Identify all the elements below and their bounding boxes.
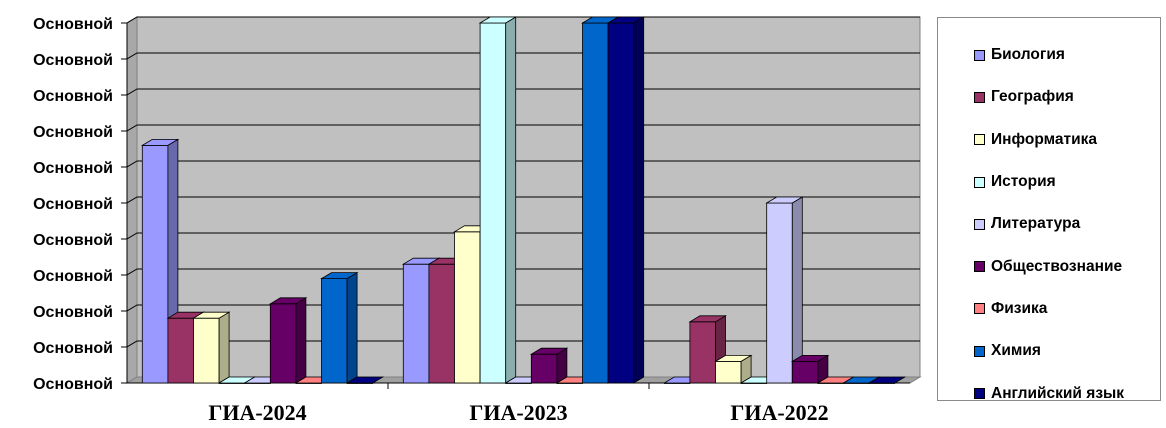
y-tick-label: Основной (33, 340, 113, 357)
legend-swatch (974, 91, 985, 103)
gridline (126, 124, 920, 132)
bar (790, 354, 830, 384)
y-tick-label: Основной (33, 16, 113, 33)
x-tick-label: ГИА-2022 (730, 400, 828, 425)
gridline (126, 196, 920, 204)
bar (268, 297, 308, 384)
legend-item: География (974, 76, 1160, 118)
bar (714, 354, 753, 384)
legend-label: Обществознание (991, 257, 1123, 275)
legend-label: Химия (991, 342, 1041, 360)
legend-label: История (991, 173, 1056, 191)
legend-swatch (974, 49, 985, 61)
bar (529, 347, 569, 384)
y-tick-label: Основной (33, 52, 113, 69)
legend-label: География (991, 88, 1074, 106)
y-tick-label: Основной (33, 88, 113, 105)
legend-swatch (974, 388, 985, 400)
gridline (126, 268, 920, 276)
legend-item: Литература (974, 203, 1160, 245)
legend-swatch (974, 176, 985, 188)
legend-item: Химия (974, 330, 1160, 372)
y-tick-label: Основной (33, 196, 113, 213)
legend-item: Физика (974, 288, 1160, 330)
y-tick-label: Основной (33, 232, 113, 249)
x-tick-label: ГИА-2024 (208, 400, 306, 425)
legend-label: Английский язык (991, 384, 1125, 402)
legend-swatch (974, 303, 985, 315)
legend-swatch (974, 261, 985, 273)
y-tick-label: Основной (33, 268, 113, 285)
legend-item: Информатика (974, 119, 1160, 161)
y-tick-label: Основной (33, 124, 113, 141)
gridline (126, 88, 920, 96)
bar (478, 16, 518, 384)
legend-item: Биология (974, 34, 1160, 76)
legend-item: История (974, 161, 1160, 203)
legend-label: Физика (991, 299, 1048, 317)
bar (320, 271, 359, 384)
bar (606, 16, 646, 384)
legend-swatch (974, 345, 985, 357)
legend-label: Информатика (991, 130, 1097, 148)
y-tick-label: Основной (33, 376, 113, 393)
bar (192, 311, 231, 384)
gridline (126, 304, 920, 312)
gridline (126, 160, 920, 168)
legend-label: Биология (991, 46, 1065, 64)
legend: Биология География Информатика История Литер… (937, 17, 1161, 402)
x-tick-label: ГИА-2023 (469, 400, 567, 425)
gridline (126, 340, 920, 348)
legend-item: Английский язык (974, 372, 1160, 414)
y-tick-label: Основной (33, 160, 113, 177)
gridline (126, 52, 920, 60)
legend-swatch (974, 134, 985, 146)
legend-swatch (974, 218, 985, 230)
gridline (126, 16, 920, 24)
legend-label: Литература (991, 215, 1081, 233)
bar (867, 376, 907, 384)
bar (345, 376, 385, 384)
y-tick-label: Основной (33, 304, 113, 321)
gridline (126, 232, 920, 240)
bar-chart: Основной Основной Основной Основной Основной… (33, 16, 922, 425)
legend-item: Обществознание (974, 245, 1160, 287)
bar (765, 196, 804, 384)
